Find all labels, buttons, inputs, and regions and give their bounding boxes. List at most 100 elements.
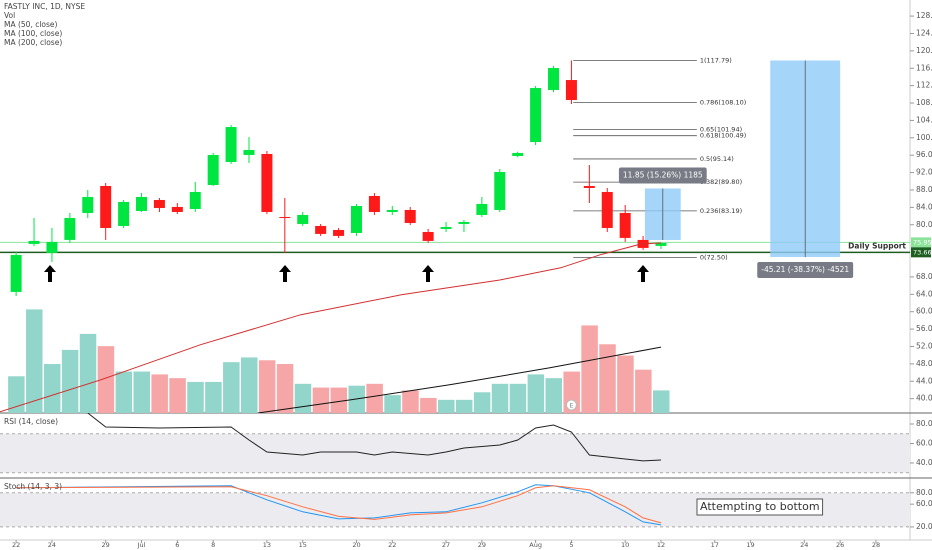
y-tick-label: 124.00: [916, 28, 932, 37]
candle-body: [476, 203, 488, 215]
x-tick-label: 5: [569, 541, 573, 549]
y-tick-label: 112.00: [916, 81, 932, 90]
candle-body: [118, 201, 130, 226]
price-tag-label: 75.95: [913, 238, 932, 246]
volume-bar: [187, 381, 204, 413]
y-tick-label: 128.00: [916, 11, 932, 20]
candle-body: [279, 216, 291, 218]
note-box: [696, 498, 824, 516]
volume-bar: [79, 333, 97, 413]
x-tick-label: 20: [352, 541, 360, 549]
line-label: Daily Support: [848, 241, 906, 250]
line: [16, 484, 662, 526]
pane-title: Stoch (14, 3, 3): [4, 482, 62, 491]
y-tick-label: 84.00: [916, 202, 932, 211]
x-tick-label: 26: [836, 541, 844, 549]
fib-label: 0.618(100.49): [700, 132, 746, 140]
price-tag: 75.95: [911, 237, 932, 248]
fib-label: 0(72.50): [700, 253, 728, 261]
candle-body: [297, 214, 309, 224]
y-tick-label: 60.00: [916, 439, 932, 448]
arrow: [44, 265, 649, 282]
line: [16, 485, 662, 524]
label: 11.85 (15.26%) 1185: [623, 170, 703, 179]
volume-bar: [223, 362, 240, 413]
indicator-label: MA (100, close): [4, 29, 62, 38]
candle-body: [440, 226, 452, 229]
candle-body: [404, 209, 416, 223]
candle-body: [386, 209, 398, 212]
price-tag-background: [911, 237, 931, 248]
candle-body: [64, 217, 76, 240]
candle-body: [619, 212, 631, 238]
x-tick-label: Jul: [137, 541, 146, 549]
y-tick-label: 64.00: [916, 289, 932, 298]
volume-bar: [97, 346, 115, 413]
y-tick-label: 104.00: [916, 115, 932, 124]
x-tick-label: 10: [621, 541, 629, 549]
volume-bar: [312, 387, 330, 413]
x-tick-label: 13: [263, 541, 271, 549]
volume-bar: [402, 390, 419, 413]
pane-title: RSI (14, close): [4, 417, 58, 426]
plot: 128.00 124.00 120.00 116.00 112.00 108.00 104.…: [0, 11, 932, 549]
y-tick-label: 60.00: [916, 499, 932, 508]
volume-bar: [240, 357, 258, 413]
candle-body: [655, 242, 667, 246]
y-tick-label: 40.00: [916, 394, 932, 403]
volume-bar: [43, 364, 61, 413]
indicator-label: MA (50, close): [4, 20, 58, 29]
volume-bar: [384, 395, 401, 413]
volume-bar: [330, 387, 348, 413]
y-tick-label: 52.00: [916, 341, 932, 350]
event-marker: [565, 399, 577, 411]
candle-body: [350, 205, 362, 233]
line: [85, 413, 662, 462]
candle-body: [333, 229, 345, 236]
candle-body: [10, 254, 22, 292]
x-tick-label: 8: [211, 541, 215, 549]
candle-body: [225, 127, 237, 162]
volume-bar: [205, 381, 222, 413]
candle-body: [315, 225, 327, 234]
y-tick-label: 108.00: [916, 98, 932, 107]
volume-bar: [455, 399, 473, 413]
y-tick-label: 88.00: [916, 185, 932, 194]
candle-body: [100, 185, 112, 228]
volume-bar: [635, 369, 652, 413]
price-tag: 73.66: [911, 247, 932, 258]
x-tick-label: 12: [657, 541, 665, 549]
fib-label: 0.382(89.80): [700, 178, 742, 186]
y-tick-label: 68.00: [916, 272, 932, 281]
candle-body: [601, 191, 613, 228]
candle-body: [583, 185, 595, 188]
candle-body: [153, 199, 165, 208]
volume-bar: [653, 390, 670, 413]
price-tag-label: 73.66: [913, 248, 932, 256]
y-tick-label: 80.00: [916, 488, 932, 497]
note-text: Attempting to bottom: [700, 500, 820, 513]
fib-label: 0.65(101.94): [700, 125, 742, 133]
candle-body: [458, 221, 470, 224]
band: [0, 433, 910, 473]
chart-title: FASTLY INC, 1D, NYSE: [4, 2, 85, 11]
candle-body: [530, 88, 542, 143]
y-tick-label: 96.00: [916, 150, 932, 159]
y-tick-label: 56.00: [916, 324, 932, 333]
volume-bar: [258, 360, 276, 413]
y-tick-label: 92.00: [916, 168, 932, 177]
fib-label: 1(117.79): [700, 56, 732, 64]
y-tick-label: 80.00: [916, 419, 932, 428]
volume-bar: [366, 383, 383, 413]
volume-bar: [438, 399, 455, 413]
candle-body: [136, 196, 148, 211]
line: [0, 242, 662, 413]
y-tick-label: 20.00: [916, 522, 932, 531]
volume-bar: [599, 344, 616, 413]
volume-bar: [527, 374, 545, 413]
x-tick-label: 24: [800, 541, 808, 549]
candle-body: [46, 241, 58, 253]
line: [257, 346, 662, 413]
candle-body: [261, 153, 273, 212]
